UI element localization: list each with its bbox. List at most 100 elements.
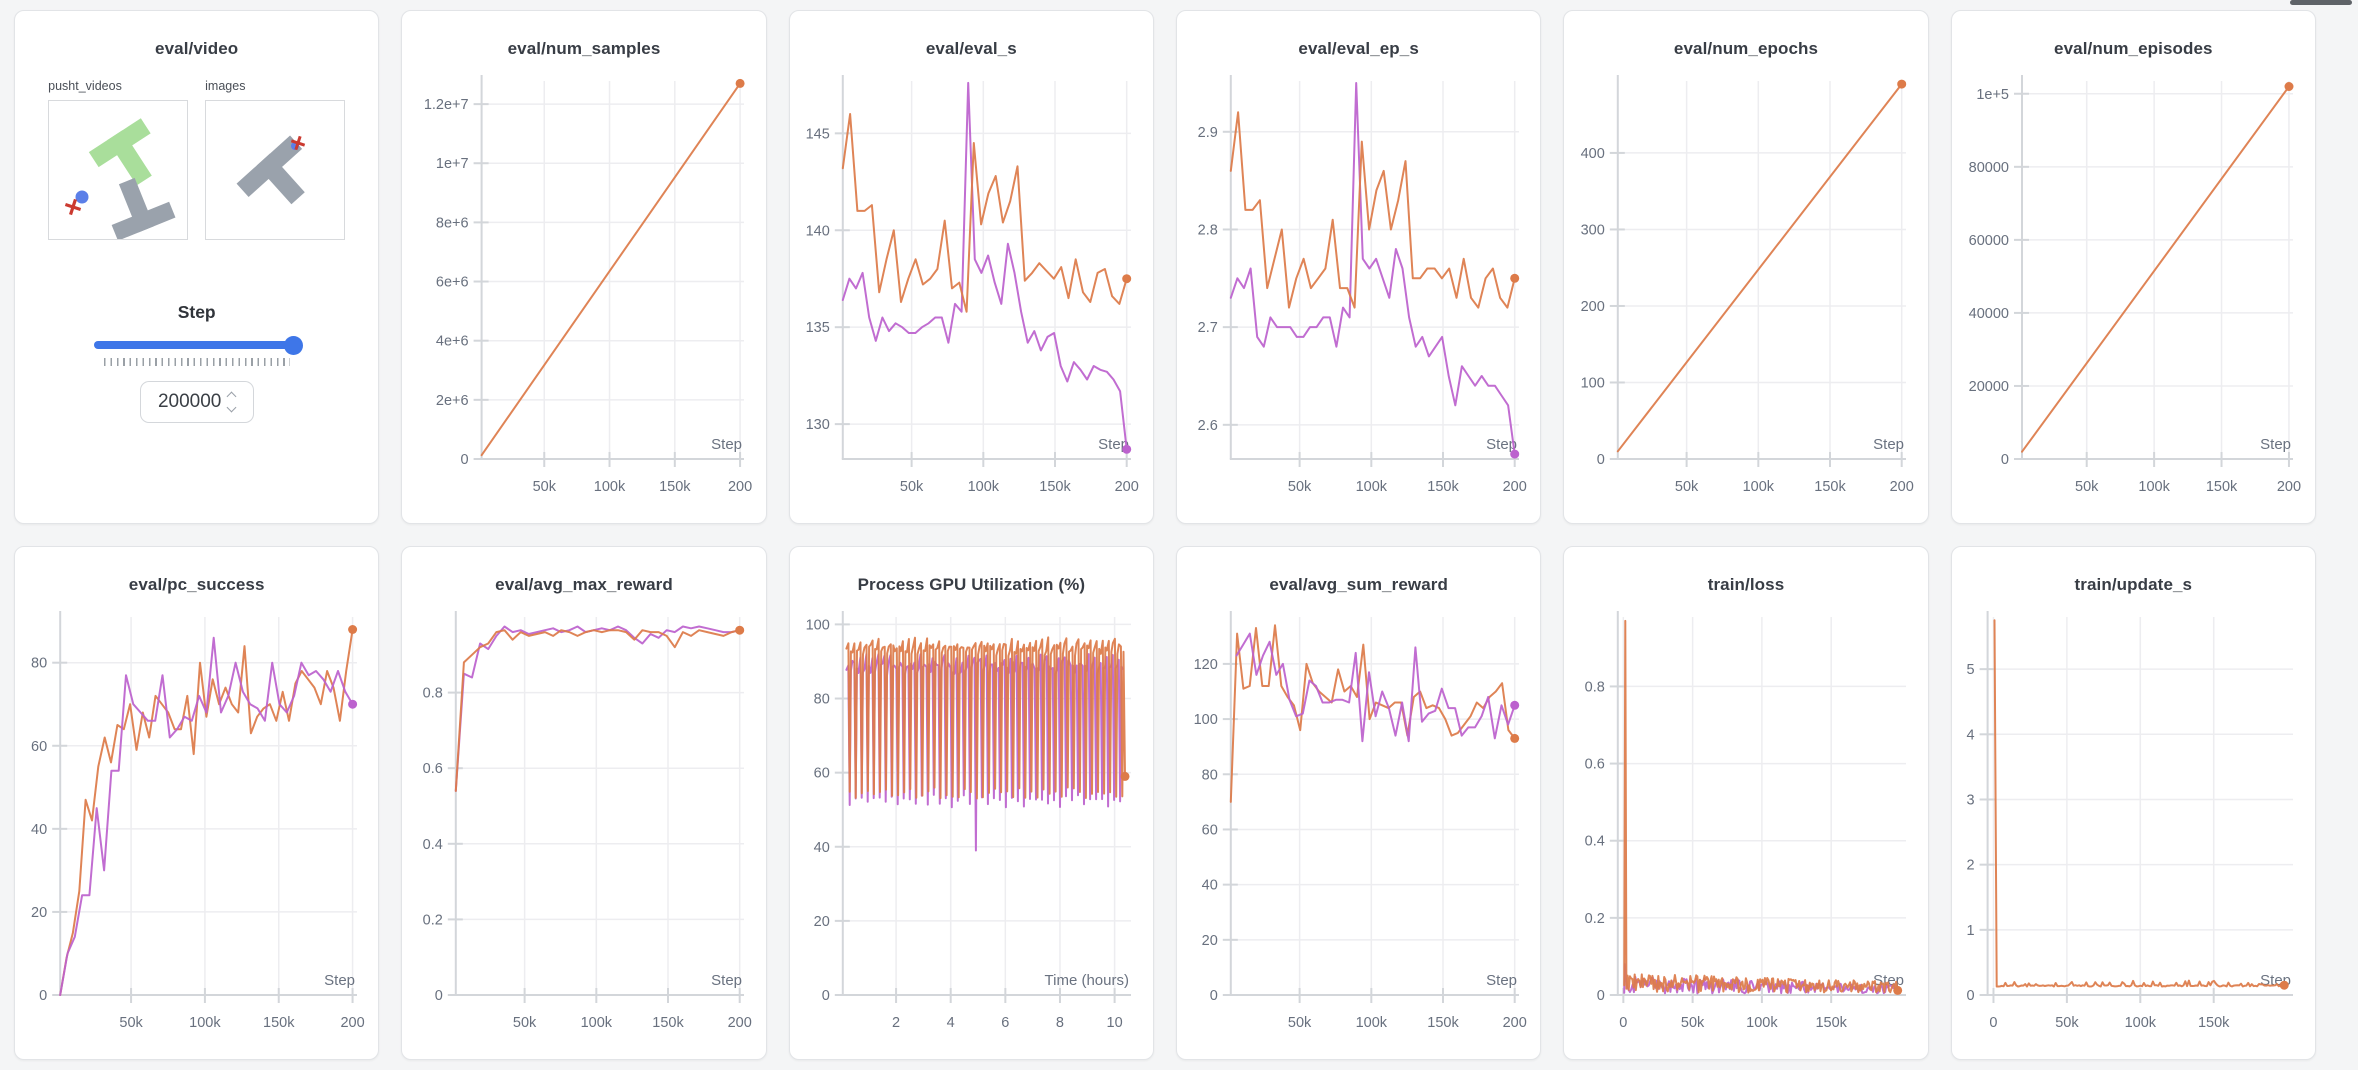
panel-eval-num-samples: eval/num_samples 50k 100k 150k 200 0 2e+6 4e+6… <box>401 10 767 524</box>
panel-eval-num-episodes: eval/num_episodes 50k 100k 150k 200 0 20000 40… <box>1950 10 2316 524</box>
svg-text:150k: 150k <box>263 1015 295 1031</box>
svg-text:1.2e+7: 1.2e+7 <box>424 97 469 113</box>
panel-title: eval/video <box>155 39 239 58</box>
panel-eval-avg-sum-reward: eval/avg_sum_reward 50k 100k 150k 200 0 20 40 6… <box>1176 546 1542 1060</box>
svg-text:60: 60 <box>1201 822 1217 838</box>
svg-text:5: 5 <box>1967 662 1975 678</box>
slider-thumb[interactable] <box>283 336 303 355</box>
images-thumbnail[interactable] <box>205 100 346 240</box>
line-chart-avg-sum-reward[interactable]: 50k 100k 150k 200 0 20 40 60 80 100 120 Step <box>1187 601 1531 1049</box>
svg-text:300: 300 <box>1581 222 1605 238</box>
svg-text:150k: 150k <box>659 479 691 495</box>
svg-text:Step: Step <box>1873 436 1904 453</box>
svg-text:Step: Step <box>2260 436 2291 453</box>
step-slider[interactable] <box>93 336 303 355</box>
line-chart-num-samples[interactable]: 50k 100k 150k 200 0 2e+6 4e+6 6e+6 8e+6 1e+7 1.2e+… <box>412 65 756 513</box>
svg-text:200: 200 <box>340 1015 364 1031</box>
svg-text:0: 0 <box>1597 452 1605 468</box>
agent-dot <box>75 190 89 204</box>
svg-text:1e+5: 1e+5 <box>1977 87 2010 103</box>
svg-text:100k: 100k <box>1746 1015 1778 1031</box>
panel-grid: eval/video pusht_videos <box>14 10 2316 1060</box>
svg-text:80: 80 <box>814 692 830 708</box>
chart-title: eval/num_samples <box>507 39 661 58</box>
svg-text:150k: 150k <box>1427 479 1459 495</box>
svg-text:50k: 50k <box>900 479 924 495</box>
chart-title: eval/eval_s <box>925 39 1017 58</box>
svg-text:60: 60 <box>31 739 47 755</box>
svg-text:0: 0 <box>1597 988 1605 1004</box>
svg-text:1: 1 <box>1967 923 1975 939</box>
svg-text:10: 10 <box>1107 1015 1123 1031</box>
svg-text:200: 200 <box>1115 479 1139 495</box>
step-input-spinner[interactable] <box>226 391 237 413</box>
pusht-video-frame <box>65 118 176 241</box>
svg-text:4: 4 <box>947 1015 955 1031</box>
svg-text:150k: 150k <box>1040 479 1072 495</box>
svg-text:0.8: 0.8 <box>423 686 443 702</box>
chart-title: eval/avg_sum_reward <box>1269 575 1448 594</box>
step-input[interactable]: 200000 <box>139 381 254 423</box>
panel-eval-video: eval/video pusht_videos <box>14 10 380 524</box>
line-chart-pc-success[interactable]: 50k 100k 150k 200 0 20 40 60 80 Step <box>25 601 369 1049</box>
pusht-video-thumbnail[interactable] <box>48 100 189 241</box>
svg-text:150k: 150k <box>1427 1015 1459 1031</box>
svg-text:0: 0 <box>1209 988 1217 1004</box>
svg-text:50k: 50k <box>1681 1015 1705 1031</box>
svg-text:40: 40 <box>1201 878 1217 894</box>
svg-text:6e+6: 6e+6 <box>436 275 469 291</box>
line-chart-eval-s[interactable]: 50k 100k 150k 200 130 135 140 145 Step <box>799 65 1143 513</box>
svg-text:80000: 80000 <box>1969 160 2009 176</box>
svg-text:100k: 100k <box>2125 1015 2157 1031</box>
svg-text:2.8: 2.8 <box>1197 222 1217 238</box>
svg-text:Step: Step <box>1486 436 1517 453</box>
svg-text:40: 40 <box>814 840 830 856</box>
svg-text:Step: Step <box>1486 972 1517 989</box>
slider-track[interactable] <box>93 341 300 349</box>
svg-text:0: 0 <box>822 988 830 1004</box>
svg-text:20: 20 <box>814 914 830 930</box>
goal-t-shape <box>88 118 152 186</box>
line-chart-eval-ep-s[interactable]: 50k 100k 150k 200 2.6 2.7 2.8 2.9 Step <box>1187 65 1531 513</box>
svg-text:6: 6 <box>1002 1015 1010 1031</box>
svg-text:50k: 50k <box>1288 479 1312 495</box>
panel-eval-eval-s: eval/eval_s 50k 100k 150k 200 130 135 140 145 St… <box>788 10 1154 524</box>
svg-text:200: 200 <box>728 479 752 495</box>
line-chart-num-epochs[interactable]: 50k 100k 150k 200 0 100 200 300 400 Step <box>1574 65 1918 513</box>
line-chart-num-episodes[interactable]: 50k 100k 150k 200 0 20000 40000 60000 80000 1e+5 S… <box>1961 65 2305 513</box>
svg-text:200: 200 <box>1502 479 1526 495</box>
svg-text:50k: 50k <box>1675 479 1699 495</box>
svg-text:0: 0 <box>435 988 443 1004</box>
svg-text:100k: 100k <box>1355 479 1387 495</box>
media-label: pusht_videos <box>48 79 122 93</box>
panel-train-update-s: train/update_s 0 50k 100k 150k 0 1 2 3 4 5 Step <box>1950 546 2316 1060</box>
svg-text:0.4: 0.4 <box>1585 834 1605 850</box>
svg-text:200: 200 <box>728 1015 752 1031</box>
chart-title: eval/num_episodes <box>2054 39 2213 58</box>
chevron-down-icon[interactable] <box>226 402 237 413</box>
svg-text:200: 200 <box>2277 479 2301 495</box>
svg-text:2.6: 2.6 <box>1197 418 1217 434</box>
step-value: 200000 <box>157 391 222 412</box>
svg-text:Step: Step <box>324 972 355 989</box>
chart-title: eval/eval_ep_s <box>1298 39 1419 58</box>
svg-text:0.4: 0.4 <box>423 837 443 853</box>
chevron-up-icon[interactable] <box>226 391 237 402</box>
media-row: pusht_videos <box>48 79 346 241</box>
media-column-images: images <box>205 79 346 240</box>
svg-text:3: 3 <box>1967 792 1975 808</box>
svg-text:0: 0 <box>2001 452 2009 468</box>
svg-text:150k: 150k <box>2206 479 2238 495</box>
line-chart-avg-max-reward[interactable]: 50k 100k 150k 200 0 0.2 0.4 0.6 0.8 Step <box>412 601 756 1049</box>
svg-text:100: 100 <box>1581 375 1605 391</box>
scrollbar-thumb[interactable] <box>2290 0 2352 5</box>
svg-text:8: 8 <box>1056 1015 1064 1031</box>
svg-text:50k: 50k <box>119 1015 143 1031</box>
svg-text:40: 40 <box>31 822 47 838</box>
svg-text:0.6: 0.6 <box>423 761 443 777</box>
svg-text:2: 2 <box>1967 858 1975 874</box>
svg-text:200: 200 <box>1581 299 1605 315</box>
